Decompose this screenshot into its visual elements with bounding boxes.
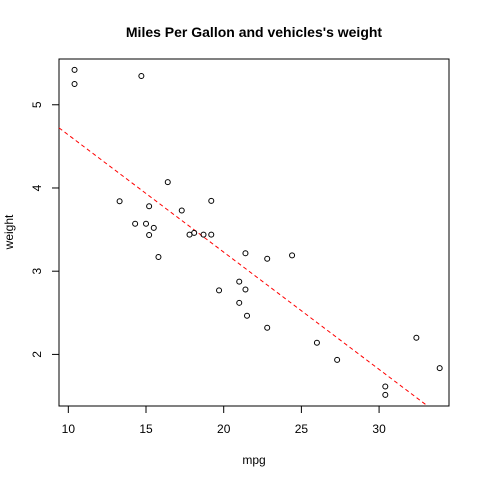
x-axis-label: mpg	[242, 453, 265, 467]
data-point	[116, 198, 123, 205]
x-tick-label: 25	[295, 422, 309, 436]
data-point	[242, 286, 249, 293]
data-point	[71, 66, 78, 73]
data-point	[382, 383, 389, 390]
data-point	[208, 231, 215, 238]
data-point	[436, 365, 443, 372]
data-point	[313, 339, 320, 346]
data-point	[200, 231, 207, 238]
data-point	[289, 252, 296, 259]
data-point	[208, 197, 215, 204]
data-point	[146, 203, 153, 210]
data-point	[178, 207, 185, 214]
points-layer	[71, 66, 443, 398]
data-point	[146, 231, 153, 238]
data-point	[138, 73, 145, 80]
y-axis-label: weight	[2, 214, 16, 250]
data-point	[242, 250, 249, 257]
data-point	[150, 224, 157, 231]
data-point	[132, 220, 139, 227]
x-tick-label: 10	[62, 422, 76, 436]
data-point	[264, 255, 271, 262]
data-point	[191, 229, 198, 236]
data-point	[264, 324, 271, 331]
regression-line	[58, 127, 428, 407]
data-point	[236, 278, 243, 285]
data-point	[143, 220, 150, 227]
data-point	[216, 287, 223, 294]
y-axis: 2 3 4 5	[30, 101, 60, 358]
x-tick-label: 20	[217, 422, 231, 436]
x-axis: 10 15 20 25 30	[62, 405, 386, 436]
fit-line-layer	[58, 127, 428, 407]
x-tick-label: 15	[139, 422, 153, 436]
data-point	[164, 179, 171, 186]
data-point	[334, 356, 341, 363]
data-point	[71, 80, 78, 87]
y-tick-label: 5	[30, 101, 44, 108]
x-tick-label: 30	[372, 422, 386, 436]
data-point	[155, 254, 162, 261]
data-point	[236, 299, 243, 306]
data-point	[413, 334, 420, 341]
data-point	[244, 312, 251, 319]
data-point	[382, 391, 389, 398]
plot-frame	[58, 58, 450, 407]
y-tick-label: 4	[30, 184, 44, 191]
y-tick-label: 2	[30, 351, 44, 358]
y-tick-label: 3	[30, 268, 44, 275]
chart-title: Miles Per Gallon and vehicles's weight	[126, 24, 383, 40]
